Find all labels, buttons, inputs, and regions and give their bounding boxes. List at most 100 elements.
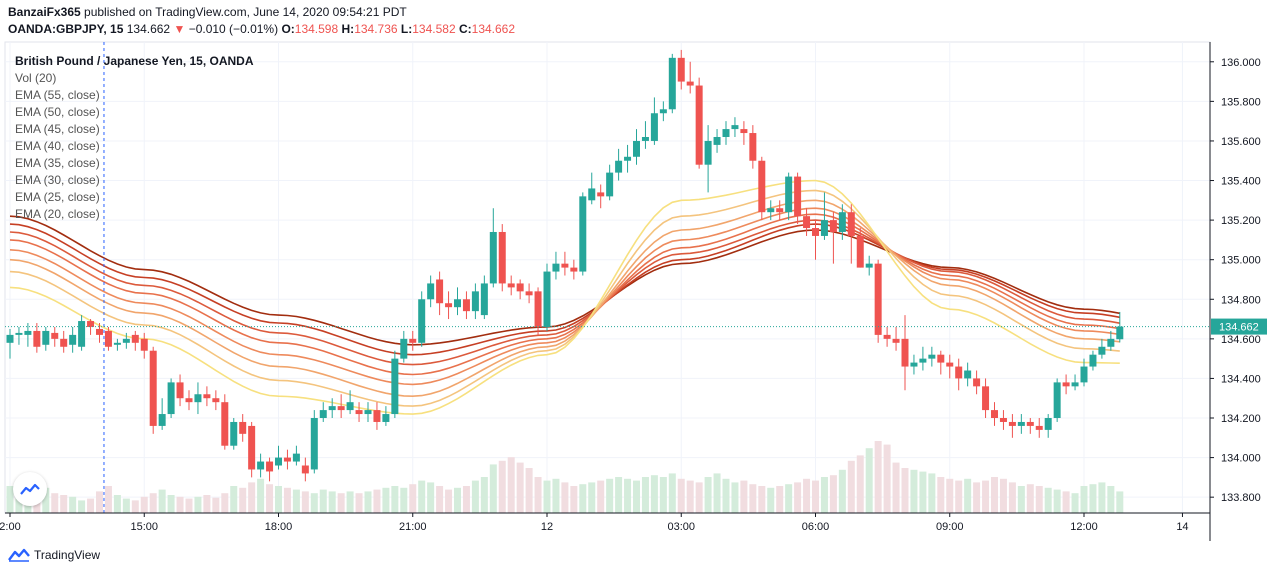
- legend-item[interactable]: EMA (55, close): [15, 88, 100, 102]
- x-tick-label: 18:00: [265, 521, 293, 533]
- candle-body: [579, 196, 587, 272]
- volume-bar: [820, 477, 828, 513]
- volume-bar: [606, 478, 614, 513]
- legend-item[interactable]: EMA (30, close): [15, 173, 100, 187]
- legend-item[interactable]: EMA (40, close): [15, 139, 100, 153]
- volume-bar: [812, 480, 819, 513]
- candle-body: [955, 366, 963, 379]
- candle-body: [964, 370, 972, 379]
- legend-item[interactable]: EMA (50, close): [15, 105, 100, 119]
- volume-bar: [847, 460, 855, 513]
- volume-bar: [570, 486, 578, 513]
- volume-bar: [382, 487, 390, 513]
- volume-bar: [650, 475, 658, 513]
- volume-bar: [194, 496, 202, 513]
- x-tick-label: 12:00: [1070, 521, 1098, 533]
- volume-bar: [436, 486, 444, 513]
- candle-body: [928, 354, 936, 359]
- volume-bar: [659, 477, 667, 513]
- volume-bar: [158, 489, 166, 513]
- candle-body: [937, 354, 945, 363]
- volume-bar: [230, 486, 238, 513]
- volume-bar: [955, 480, 963, 513]
- y-tick-label: 134.200: [1221, 413, 1261, 425]
- volume-bar: [919, 471, 927, 513]
- candle-body: [104, 330, 112, 347]
- candle-body: [776, 208, 784, 213]
- candle-body: [1062, 382, 1070, 387]
- high-label: H:: [341, 22, 355, 36]
- candle-body: [167, 382, 175, 415]
- volume-bar: [140, 496, 148, 513]
- candle-body: [731, 125, 739, 130]
- candle-body: [650, 113, 658, 141]
- candle-body: [919, 358, 927, 363]
- candle-body: [856, 235, 864, 268]
- candle-body: [292, 453, 300, 462]
- tradingview-logo-badge[interactable]: [13, 472, 47, 506]
- candle-body: [794, 176, 802, 217]
- volume-bar: [275, 486, 282, 513]
- volume-bar: [937, 477, 945, 513]
- legend-item[interactable]: EMA (25, close): [15, 190, 100, 204]
- volume-bar: [149, 493, 157, 513]
- volume-bar: [212, 497, 220, 513]
- volume-bar: [1017, 486, 1025, 513]
- candle-body: [973, 378, 981, 387]
- volume-bar: [248, 482, 256, 513]
- volume-bar: [892, 462, 900, 513]
- volume-bar: [266, 484, 274, 513]
- legend-item[interactable]: EMA (35, close): [15, 156, 100, 170]
- volume-bar: [722, 478, 730, 513]
- open-value: 134.598: [294, 22, 339, 36]
- legend-title[interactable]: British Pound / Japanese Yen, 15, OANDA: [15, 54, 254, 68]
- candle-body: [266, 461, 274, 472]
- y-tick-label: 134.600: [1221, 334, 1261, 346]
- candle-body: [418, 299, 426, 343]
- x-tick-label: 12: [541, 521, 553, 533]
- candle-body: [740, 129, 748, 134]
- candle-body: [507, 283, 515, 288]
- candle-body: [409, 338, 417, 343]
- candle-body: [1035, 425, 1043, 430]
- candle-body: [999, 418, 1007, 422]
- volume-bar: [328, 491, 336, 513]
- candle-body: [221, 402, 229, 446]
- candle-body: [785, 176, 793, 213]
- publish-text: published on TradingView.com, June 14, 2…: [80, 5, 407, 19]
- legend-item[interactable]: EMA (20, close): [15, 207, 100, 221]
- y-tick-label: 134.800: [1221, 294, 1261, 306]
- y-tick-label: 135.200: [1221, 215, 1261, 227]
- legend-item[interactable]: EMA (45, close): [15, 122, 100, 136]
- volume-bar: [677, 478, 685, 513]
- candle-body: [78, 321, 86, 347]
- candle-body: [382, 414, 390, 422]
- volume-bar: [740, 480, 748, 513]
- candle-body: [982, 386, 990, 411]
- volume-bar: [319, 489, 327, 513]
- legend-item[interactable]: Vol (20): [15, 71, 57, 85]
- volume-bar: [96, 491, 103, 513]
- candle-body: [149, 350, 157, 426]
- candle-body: [516, 283, 524, 292]
- volume-bar: [1080, 486, 1088, 513]
- candle-body: [328, 406, 336, 411]
- candle-body: [364, 410, 372, 415]
- candle-body: [42, 330, 50, 345]
- close-value: 134.662: [471, 22, 516, 36]
- volume-bar: [292, 489, 300, 513]
- footer-brand[interactable]: TradingView: [8, 548, 100, 562]
- candle-body: [1017, 421, 1025, 426]
- y-tick-label: 135.000: [1221, 255, 1261, 267]
- publish-line: BanzaiFx365 published on TradingView.com…: [8, 5, 407, 19]
- volume-bar: [400, 487, 408, 513]
- author-name[interactable]: BanzaiFx365: [8, 5, 81, 19]
- volume-bar: [373, 489, 381, 513]
- volume-bar: [695, 482, 703, 513]
- volume-bar: [1044, 487, 1052, 513]
- volume-bar: [964, 478, 972, 513]
- x-tick-label: 03:00: [667, 521, 695, 533]
- open-label: O:: [281, 22, 295, 36]
- volume-bar: [749, 484, 757, 513]
